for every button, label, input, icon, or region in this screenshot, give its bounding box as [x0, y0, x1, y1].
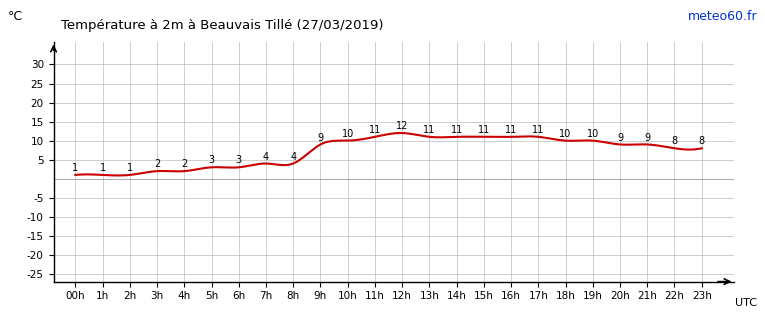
Text: 12: 12 — [396, 121, 409, 131]
Text: 2: 2 — [154, 159, 160, 169]
Text: 8: 8 — [698, 136, 705, 146]
Text: meteo60.fr: meteo60.fr — [688, 10, 757, 23]
Text: 11: 11 — [477, 125, 490, 135]
Text: 1: 1 — [127, 163, 133, 173]
Text: 2: 2 — [181, 159, 187, 169]
Text: 1: 1 — [99, 163, 106, 173]
Text: 9: 9 — [644, 132, 650, 142]
Text: 3: 3 — [208, 156, 214, 165]
Text: 9: 9 — [617, 132, 623, 142]
Text: 11: 11 — [369, 125, 381, 135]
Text: 11: 11 — [505, 125, 517, 135]
Text: 4: 4 — [263, 152, 269, 162]
Text: 8: 8 — [672, 136, 678, 146]
Text: 10: 10 — [559, 129, 571, 139]
Text: 1: 1 — [72, 163, 78, 173]
Text: Température à 2m à Beauvais Tillé (27/03/2019): Température à 2m à Beauvais Tillé (27/03… — [61, 19, 384, 32]
Text: °C: °C — [8, 10, 23, 23]
Text: 11: 11 — [451, 125, 463, 135]
Text: 9: 9 — [317, 132, 324, 142]
Text: UTC: UTC — [735, 298, 757, 308]
Text: 10: 10 — [587, 129, 599, 139]
Text: 11: 11 — [423, 125, 435, 135]
Text: 10: 10 — [341, 129, 353, 139]
Text: 4: 4 — [290, 152, 296, 162]
Text: 11: 11 — [532, 125, 545, 135]
Text: 3: 3 — [236, 156, 242, 165]
